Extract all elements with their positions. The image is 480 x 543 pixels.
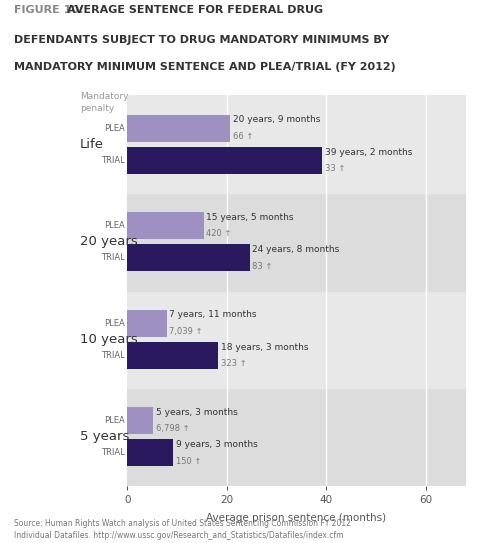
Bar <box>127 439 173 466</box>
Text: 420 ↑: 420 ↑ <box>206 230 232 238</box>
Text: 5 years: 5 years <box>80 430 129 443</box>
Text: PLEA: PLEA <box>104 416 125 425</box>
Text: PLEA: PLEA <box>104 124 125 132</box>
Text: 20 years, 9 months: 20 years, 9 months <box>233 115 320 124</box>
Text: TRIAL: TRIAL <box>101 351 125 360</box>
Text: TRIAL: TRIAL <box>101 156 125 165</box>
Bar <box>127 342 218 369</box>
Text: 323 ↑: 323 ↑ <box>220 359 246 368</box>
Text: 24 years, 8 months: 24 years, 8 months <box>252 245 340 254</box>
Bar <box>127 407 153 434</box>
Text: TRIAL: TRIAL <box>101 449 125 457</box>
Text: 66 ↑: 66 ↑ <box>233 132 253 141</box>
Text: 7,039 ↑: 7,039 ↑ <box>169 327 203 336</box>
Text: DEFENDANTS SUBJECT TO DRUG MANDATORY MINIMUMS BY: DEFENDANTS SUBJECT TO DRUG MANDATORY MIN… <box>14 35 390 46</box>
Text: PLEA: PLEA <box>104 319 125 327</box>
Bar <box>127 96 466 193</box>
Text: 83 ↑: 83 ↑ <box>252 262 273 270</box>
Bar <box>127 147 322 174</box>
Text: Life: Life <box>80 138 104 151</box>
Text: 150 ↑: 150 ↑ <box>176 457 201 466</box>
Text: 39 years, 2 months: 39 years, 2 months <box>324 148 412 156</box>
Text: 33 ↑: 33 ↑ <box>324 164 345 173</box>
Bar <box>127 310 167 337</box>
Bar <box>127 193 466 291</box>
Text: AVERAGE SENTENCE FOR FEDERAL DRUG: AVERAGE SENTENCE FOR FEDERAL DRUG <box>67 5 323 15</box>
Text: Source: Human Rights Watch analysis of United States Sentencing Commission FY 20: Source: Human Rights Watch analysis of U… <box>14 519 351 540</box>
Bar <box>127 388 466 485</box>
Text: 10 years: 10 years <box>80 333 138 346</box>
Text: FIGURE 10:: FIGURE 10: <box>14 5 88 15</box>
Text: 5 years, 3 months: 5 years, 3 months <box>156 408 238 417</box>
Bar <box>127 291 466 388</box>
Text: 6,798 ↑: 6,798 ↑ <box>156 425 190 433</box>
Text: 15 years, 5 months: 15 years, 5 months <box>206 213 294 222</box>
Bar <box>127 115 230 142</box>
Text: 7 years, 11 months: 7 years, 11 months <box>169 311 257 319</box>
X-axis label: Average prison sentence (months): Average prison sentence (months) <box>206 513 386 523</box>
Text: TRIAL: TRIAL <box>101 254 125 262</box>
Text: PLEA: PLEA <box>104 221 125 230</box>
Text: 9 years, 3 months: 9 years, 3 months <box>176 440 257 449</box>
Bar <box>127 212 204 239</box>
Bar <box>127 244 250 272</box>
Text: Mandatory
penalty: Mandatory penalty <box>80 92 129 112</box>
Text: 20 years: 20 years <box>80 235 138 248</box>
Text: MANDATORY MINIMUM SENTENCE AND PLEA/TRIAL (FY 2012): MANDATORY MINIMUM SENTENCE AND PLEA/TRIA… <box>14 62 396 72</box>
Text: 18 years, 3 months: 18 years, 3 months <box>220 343 308 351</box>
